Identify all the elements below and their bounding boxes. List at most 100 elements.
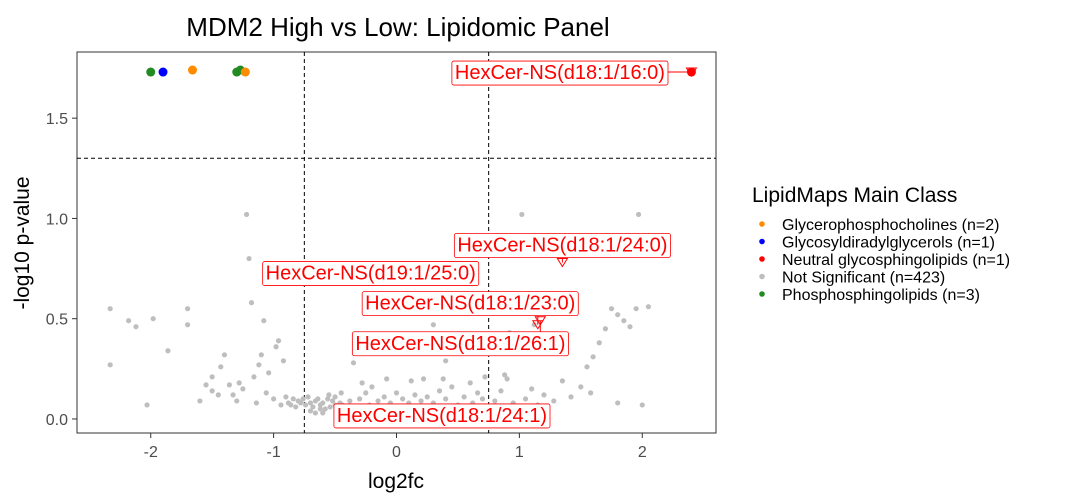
- ns-point-1: [107, 362, 113, 368]
- ns-point-132: [350, 360, 357, 366]
- plot-area: HexCer-NS(d18:1/16:0) HexCer-NS(d18:1/24:…: [76, 51, 717, 434]
- y-tick-label-0: 0.0: [46, 412, 68, 429]
- ns-point-108: [559, 378, 565, 384]
- annotation-1: HexCer-NS(d18:1/24:0): [453, 233, 671, 268]
- ns-point-38: [288, 402, 294, 408]
- annotation-box-0: [451, 60, 669, 86]
- ns-point-5: [150, 316, 156, 322]
- ns-point-29: [263, 390, 269, 396]
- ns-point-80: [400, 396, 406, 402]
- ns-point-90: [443, 396, 449, 402]
- ns-point-122: [639, 402, 645, 408]
- ns-point-40: [293, 404, 299, 410]
- ns-point-26: [256, 362, 262, 368]
- ns-point-4: [144, 402, 150, 408]
- ns-point-85: [420, 376, 427, 382]
- annotation-label-2: HexCer-NS(d19:1/25:0): [266, 263, 476, 285]
- ns-point-15: [221, 352, 228, 358]
- ns-point-126: [430, 322, 436, 328]
- legend-items: Glycerophosphocholines (n=2)Glycosyldira…: [759, 217, 1010, 304]
- ns-point-51: [320, 400, 326, 406]
- x-tick-label-1: -1: [266, 444, 280, 461]
- ns-point-71: [359, 380, 365, 386]
- legend-title: LipidMaps Main Class: [752, 184, 957, 207]
- legend-label-0: Glycerophosphocholines (n=2): [782, 217, 999, 234]
- ns-point-125: [635, 211, 642, 218]
- ns-point-124: [519, 211, 525, 218]
- annotation-5: HexCer-NS(d18:1/24:1): [333, 403, 551, 429]
- legend-label-4: Phosphosphingolipids (n=3): [782, 287, 980, 304]
- ns-point-110: [578, 384, 584, 390]
- ns-point-84: [418, 398, 424, 404]
- ns-point-66: [338, 390, 344, 396]
- annotation-box-3: [361, 291, 579, 317]
- ns-point-60: [307, 408, 314, 414]
- ns-point-117: [621, 318, 627, 324]
- ns-point-82: [408, 378, 414, 384]
- ns-point-28: [261, 318, 267, 324]
- ns-point-52: [322, 406, 328, 412]
- ns-point-103: [522, 396, 529, 402]
- ns-point-21: [243, 211, 250, 218]
- annotation-marker-4: [534, 316, 547, 326]
- annotations: HexCer-NS(d18:1/16:0) HexCer-NS(d18:1/24:…: [262, 60, 698, 429]
- ns-point-43: [300, 396, 306, 402]
- ns-point-32: [273, 344, 279, 350]
- ns-point-120: [645, 304, 652, 310]
- ns-point-23: [248, 300, 255, 306]
- ns-point-7: [184, 306, 191, 312]
- ns-point-98: [482, 374, 488, 380]
- ns-point-42: [298, 400, 304, 406]
- ns-point-10: [203, 382, 209, 388]
- ns-point-83: [412, 392, 418, 398]
- ns-point-35: [280, 358, 287, 364]
- ns-point-39: [290, 396, 296, 402]
- ns-point-2: [126, 318, 132, 324]
- y-tick-label-3: 1.5: [46, 111, 68, 128]
- ns-point-107: [551, 398, 557, 404]
- x-tick-label-4: 2: [638, 444, 647, 461]
- annotation-box-2: [262, 261, 480, 286]
- ns-point-76: [381, 394, 387, 400]
- legend-swatch-3: [759, 273, 765, 280]
- ns-point-93: [461, 394, 467, 400]
- ns-point-91: [449, 384, 455, 390]
- ns-point-64: [326, 392, 332, 398]
- ns-point-94: [467, 380, 473, 386]
- y-axis-title: -log10 p-value: [11, 176, 34, 309]
- legend-label-2: Neutral glycosphingolipids (n=1): [782, 252, 1010, 269]
- ns-point-63: [320, 410, 326, 416]
- ns-point-70: [357, 396, 363, 402]
- ns-point-74: [369, 384, 375, 390]
- significant-point-0: [146, 67, 156, 77]
- ns-point-36: [283, 394, 289, 400]
- ns-point-113: [596, 340, 602, 346]
- annotation-box-1: [453, 233, 671, 258]
- ns-point-19: [236, 380, 242, 386]
- x-tick-label-2: 0: [392, 444, 401, 461]
- ns-point-31: [271, 396, 277, 402]
- x-tick-label-3: 1: [515, 444, 524, 461]
- annotation-0: HexCer-NS(d18:1/16:0): [451, 60, 698, 86]
- ns-point-77: [384, 376, 390, 382]
- ns-point-119: [633, 306, 639, 312]
- ns-point-121: [615, 400, 621, 406]
- ns-point-17: [230, 392, 236, 398]
- ns-point-34: [278, 402, 284, 408]
- ns-point-30: [266, 370, 272, 376]
- ns-point-44: [302, 402, 309, 408]
- ns-point-88: [436, 388, 443, 394]
- ns-point-112: [590, 354, 596, 360]
- ns-point-53: [325, 396, 331, 402]
- ns-point-33: [275, 338, 282, 344]
- significant-point-2: [188, 65, 198, 75]
- annotation-4: HexCer-NS(d18:1/26:1): [351, 316, 569, 357]
- ns-point-20: [240, 386, 246, 392]
- legend-swatch-2: [759, 256, 765, 262]
- ns-point-129: [502, 372, 508, 378]
- ns-point-99: [492, 398, 498, 404]
- ns-point-79: [393, 390, 400, 396]
- y-axis: 0.0 0.5 1.0 1.5: [46, 111, 77, 429]
- annotation-3: HexCer-NS(d18:1/23:0): [361, 291, 579, 330]
- ns-point-55: [330, 398, 336, 404]
